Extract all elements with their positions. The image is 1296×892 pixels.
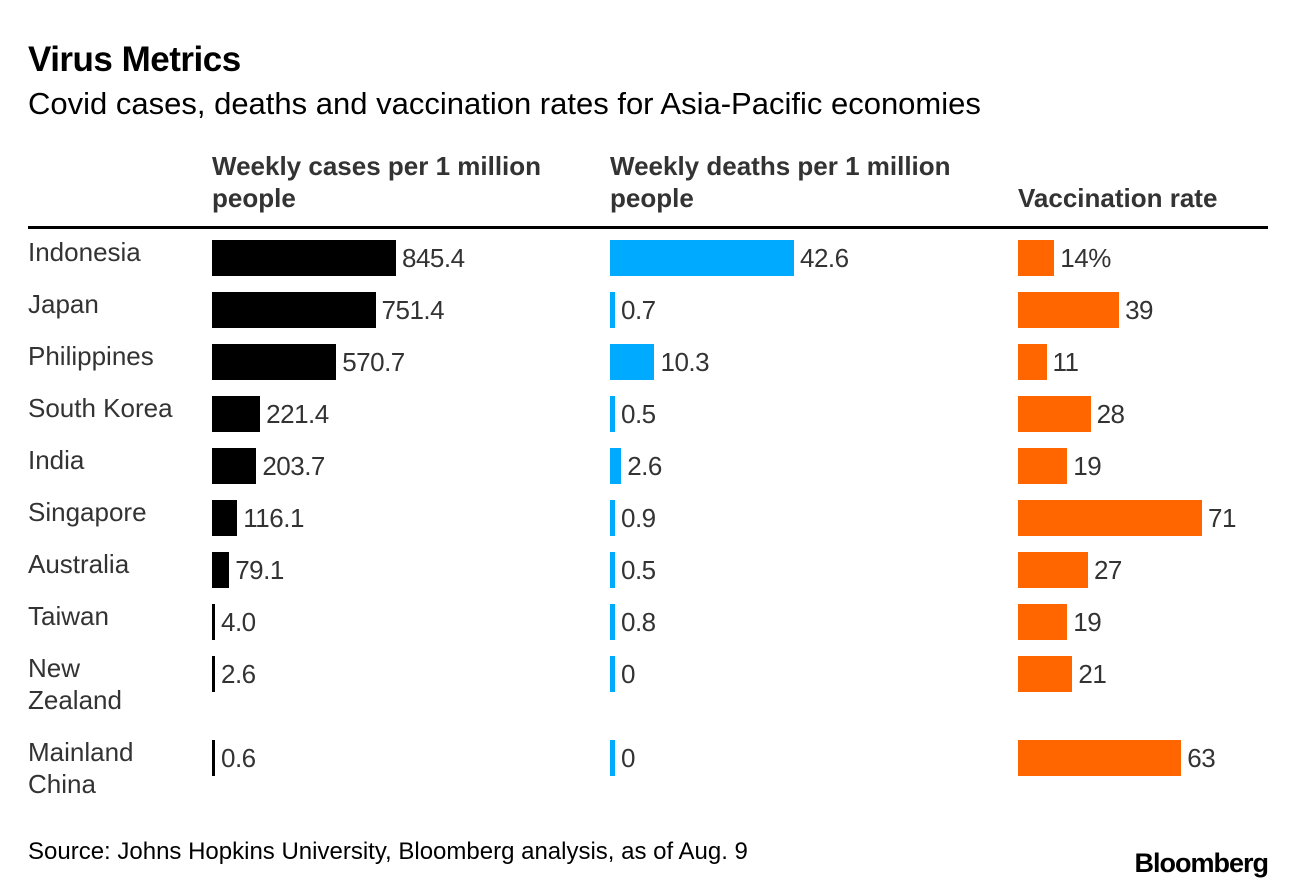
column-header-vaccination: Vaccination rate <box>1018 182 1217 214</box>
country-label-line1: South Korea <box>28 393 173 423</box>
cases-value-label: 79.1 <box>235 555 284 585</box>
deaths-bar <box>610 656 615 692</box>
deaths-bar <box>610 740 615 776</box>
cases-value-label: 751.4 <box>381 295 445 325</box>
country-label-line2: Zealand <box>28 685 122 715</box>
cases-value-label: 4.0 <box>221 607 256 637</box>
country-label: Mainland China <box>28 736 134 800</box>
vaccination-value-label: 39 <box>1125 295 1153 325</box>
cases-value-label: 570.7 <box>342 347 405 377</box>
country-label: Philippines <box>28 340 154 372</box>
country-label: Japan <box>28 288 99 320</box>
country-label-line1: Australia <box>28 549 130 579</box>
country-label: Indonesia <box>28 236 141 268</box>
cases-bar <box>212 740 215 776</box>
cases-bar <box>212 604 215 640</box>
vaccination-bar <box>1018 604 1068 640</box>
chart-title: Virus Metrics <box>28 40 241 79</box>
country-label-line1: Philippines <box>28 341 154 371</box>
country-label-line1: Mainland <box>28 737 134 767</box>
header-rule <box>28 226 1268 229</box>
country-label: India <box>28 444 84 476</box>
deaths-bar <box>610 344 655 380</box>
deaths-value-label: 0.9 <box>621 503 656 533</box>
deaths-bar <box>610 448 622 484</box>
country-label: Australia <box>28 548 129 580</box>
country-label: New Zealand <box>28 652 122 716</box>
column-header-cases-line2: people <box>212 183 296 213</box>
vaccination-bar <box>1018 552 1088 588</box>
deaths-value-label: 10.3 <box>660 347 710 377</box>
country-label-line2: China <box>28 769 96 799</box>
country-label-line1: Singapore <box>28 497 147 527</box>
column-header-deaths: Weekly deaths per 1 million people <box>610 150 951 214</box>
deaths-bar <box>610 240 794 276</box>
cases-bar <box>212 500 238 536</box>
cases-bar <box>212 292 376 328</box>
deaths-bar <box>610 552 615 588</box>
vaccination-value-label: 14% <box>1060 243 1111 273</box>
vaccination-bar <box>1018 292 1120 328</box>
cases-value-label: 221.4 <box>266 399 329 429</box>
source-note: Source: Johns Hopkins University, Bloomb… <box>28 838 748 865</box>
vaccination-bar <box>1018 740 1182 776</box>
vaccination-bar <box>1018 500 1202 536</box>
vaccination-value-label: 27 <box>1093 555 1122 585</box>
deaths-value-label: 0.5 <box>621 555 656 585</box>
deaths-bar <box>610 500 615 536</box>
vaccination-value-label: 63 <box>1187 743 1216 773</box>
cases-bar <box>212 344 337 380</box>
cases-value-label: 2.6 <box>221 659 256 689</box>
deaths-value-label: 0.8 <box>621 607 656 637</box>
country-label-line1: Taiwan <box>28 601 109 631</box>
vaccination-bar <box>1018 344 1047 380</box>
cases-bar <box>212 552 230 588</box>
vaccination-bar <box>1018 448 1068 484</box>
cases-value-label: 0.6 <box>221 743 256 773</box>
column-header-deaths-line1: Weekly deaths per 1 million <box>610 151 951 181</box>
cases-value-label: 116.1 <box>243 503 304 533</box>
deaths-value-label: 0 <box>621 659 635 689</box>
chart-subtitle: Covid cases, deaths and vaccination rate… <box>28 86 981 121</box>
country-label-line1: New <box>28 653 81 683</box>
deaths-value-label: 2.6 <box>627 451 662 481</box>
cases-bar <box>212 448 257 484</box>
vaccination-value-label: 28 <box>1096 399 1125 429</box>
country-label-line1: Japan <box>28 289 99 319</box>
vaccination-value-label: 11 <box>1052 347 1080 377</box>
cases-value-label: 845.4 <box>402 243 465 273</box>
vaccination-bar <box>1018 396 1091 432</box>
country-label-line1: Indonesia <box>28 237 141 267</box>
vaccination-value-label: 19 <box>1073 451 1102 481</box>
cases-value-label: 203.7 <box>262 451 325 481</box>
bloomberg-logo: Bloomberg <box>1134 848 1269 878</box>
column-header-cases-line1: Weekly cases per 1 million <box>212 151 542 181</box>
column-header-cases: Weekly cases per 1 million people <box>212 150 541 214</box>
column-header-deaths-line2: people <box>610 183 694 213</box>
cases-bar <box>212 656 215 692</box>
vaccination-value-label: 21 <box>1078 659 1107 689</box>
vaccination-value-label: 19 <box>1073 607 1102 637</box>
vaccination-value-label: 71 <box>1208 503 1236 533</box>
column-header-vaccination-line2: Vaccination rate <box>1018 183 1218 213</box>
deaths-value-label: 0.5 <box>621 399 656 429</box>
deaths-bar <box>610 396 615 432</box>
country-label: Singapore <box>28 496 147 528</box>
country-label: South Korea <box>28 392 173 424</box>
vaccination-bar <box>1018 656 1073 692</box>
deaths-bar <box>610 292 615 328</box>
deaths-value-label: 42.6 <box>800 243 849 273</box>
country-label: Taiwan <box>28 600 109 632</box>
vaccination-bar <box>1018 240 1055 276</box>
deaths-value-label: 0 <box>621 743 635 773</box>
cases-bar <box>212 240 396 276</box>
country-label-line1: India <box>28 445 85 475</box>
deaths-bar <box>610 604 615 640</box>
deaths-value-label: 0.7 <box>621 295 656 325</box>
cases-bar <box>212 396 261 432</box>
